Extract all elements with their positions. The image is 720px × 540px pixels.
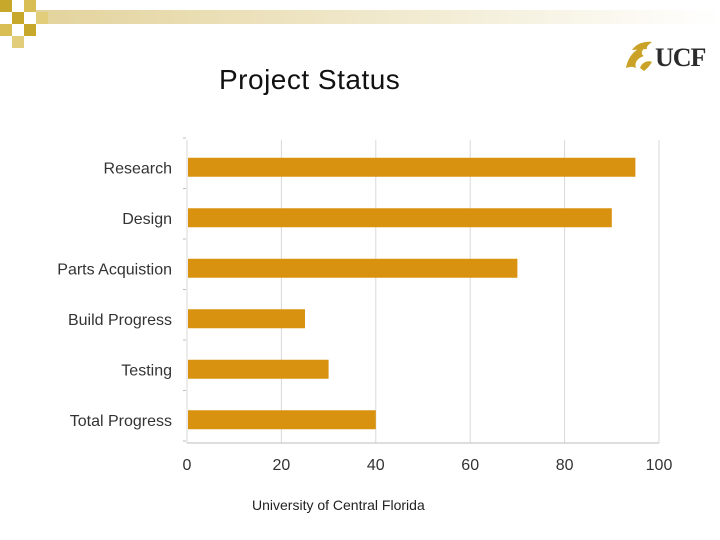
corner-square: [12, 36, 24, 48]
bar: [188, 359, 329, 379]
category-label: Research: [104, 160, 172, 177]
header-decoration: [0, 0, 720, 48]
bar: [188, 410, 376, 430]
bar: [188, 309, 305, 329]
ucf-logo-text: UCF: [655, 43, 706, 72]
bars: [188, 157, 636, 430]
slide-footer: University of Central Florida: [252, 497, 425, 513]
category-label: Total Progress: [70, 413, 172, 430]
slide-title: Project Status: [219, 64, 401, 95]
category-label: Design: [122, 211, 172, 228]
grid: [183, 137, 660, 444]
header-gradient-bar: [36, 10, 720, 24]
x-tick-label: 100: [646, 457, 673, 474]
x-tick-label: 0: [183, 457, 192, 474]
x-axis-ticks: 0 20 40 60 80 100: [183, 457, 673, 474]
x-tick-label: 40: [367, 457, 385, 474]
category-label: Build Progress: [68, 312, 172, 329]
category-label: Testing: [121, 362, 172, 379]
bar: [188, 157, 636, 177]
category-labels: Research Design Parts Acquistion Build Prog…: [57, 160, 172, 430]
corner-square: [0, 0, 12, 12]
corner-square: [36, 12, 48, 24]
x-tick-label: 80: [556, 457, 574, 474]
category-label: Parts Acquistion: [57, 261, 172, 278]
x-tick-label: 20: [273, 457, 291, 474]
bar: [188, 208, 612, 228]
x-tick-label: 60: [461, 457, 479, 474]
corner-square: [24, 24, 36, 36]
ucf-pegasus-logo-icon: [626, 41, 652, 71]
corner-square: [0, 24, 12, 36]
corner-square: [12, 12, 24, 24]
bar: [188, 258, 518, 278]
corner-square: [24, 0, 36, 12]
